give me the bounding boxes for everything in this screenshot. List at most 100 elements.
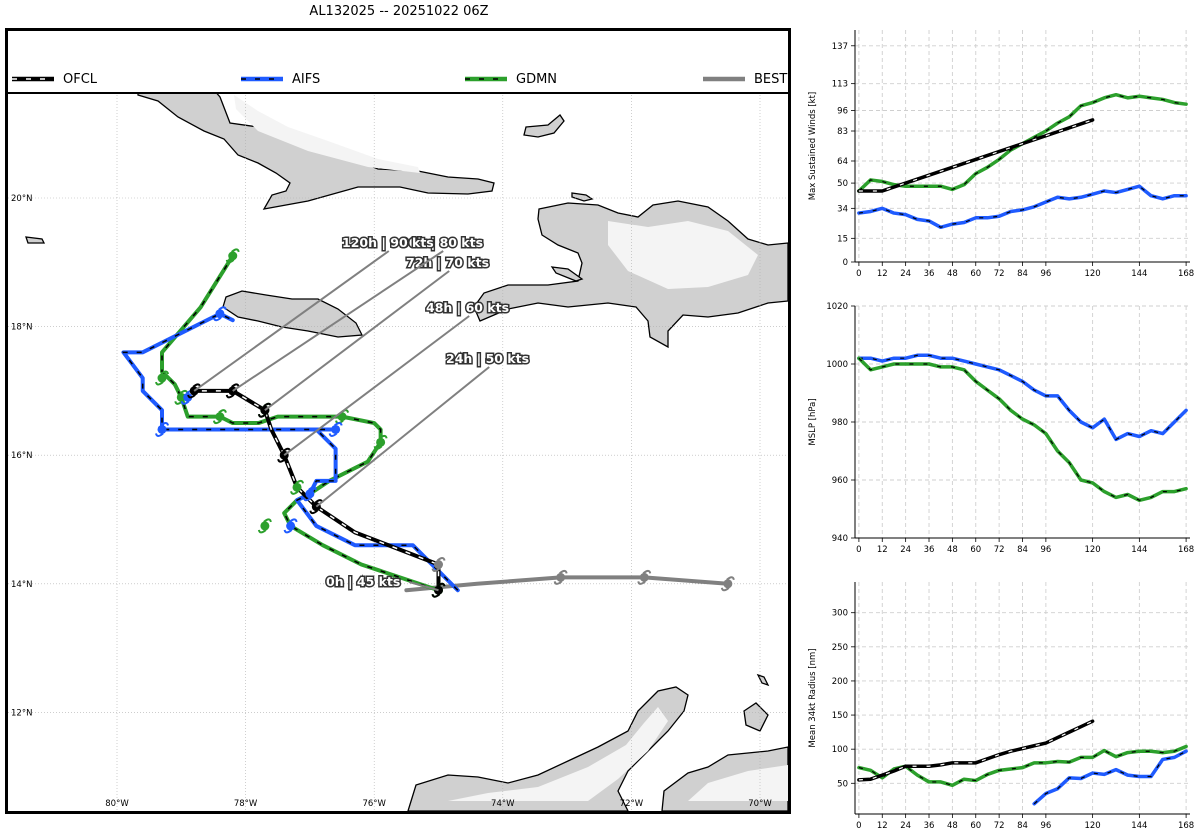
annotation-leader [232,250,444,392]
aifs-storm-marker-arm [212,316,222,322]
aifs-storm-marker-core [305,489,315,499]
x-tick-label: 168 [1178,545,1194,555]
x-tick-label: 60 [970,269,981,279]
x-tick-label: 120 [1084,269,1100,279]
aifs-storm-marker-core [157,424,167,434]
wind-chart: 0 12 24 36 48 60 72 84 96 120 144 168 0 15 34 50 64 83 96 1… [808,30,1194,279]
annotation-leader [264,270,450,411]
x-tick-label: 84 [1017,269,1028,279]
x-tick-label: 96 [1040,545,1051,555]
gdmn-storm-marker-arm [179,389,189,395]
gdmn-storm-marker-core [176,392,186,402]
land-navassa [25,236,46,244]
series-ofcl [857,719,1095,782]
x-tick-label: 48 [947,545,958,555]
gdmn-storm-marker-core [157,373,167,383]
gdmn-storm-marker-core [215,412,225,422]
y-tick-label: 1000 [826,360,848,370]
legend-label-best: BEST [754,71,788,87]
x-tick-label: 60 [970,545,981,555]
y-tick-label: 100 [832,745,848,755]
x-tick-label: 168 [1178,821,1194,831]
ofcl-storm-marker [431,582,446,598]
gdmn-storm-marker-arm [378,434,388,440]
ofcl-storm-marker-arm [187,394,196,399]
legend-line-gdmn [465,76,507,82]
y-axis-label: MSLP [hPa] [808,398,818,445]
legend-item-aifs: AIFS [240,67,320,91]
land-layer [25,88,788,811]
best-storm-marker [720,576,735,592]
best-storm-marker-core [639,572,649,582]
highland-2 [448,707,668,801]
lon-tick-label: 74°W [491,799,515,809]
y-tick-label: 96 [837,106,848,116]
radius-chart: 0 12 24 36 48 60 72 84 96 120 144 168 50 100 150 200 250… [808,582,1194,831]
aifs-storm-marker [302,486,317,502]
x-tick-label: 0 [856,821,861,831]
track-dash-ofcl [194,390,440,591]
best-storm-marker [637,569,652,585]
x-tick-label: 24 [900,269,911,279]
best-storm-marker-core [556,572,566,582]
x-tick-label: 0 [856,269,861,279]
best-storm-marker [431,557,446,572]
lon-tick-label: 78°W [234,799,258,809]
x-tick-label: 144 [1131,269,1147,279]
aifs-storm-marker-arm [155,432,164,437]
x-tick-label: 24 [900,821,911,831]
legend-item-ofcl: OFCL [11,67,97,91]
aifs-storm-marker-arm [308,486,317,491]
aifs-storm-marker [283,518,298,534]
legend-line-ofcl [12,76,54,82]
aifs-storm-marker-arm [328,432,338,437]
annotations: 0h | 45 kts 24h | 50 kts 48h | 60 kts 72h |… [193,234,531,592]
ofcl-storm-marker-arm [431,593,441,598]
lat-tick-label: 18°N [11,323,32,333]
best-storm-marker-arm [642,569,652,575]
x-tick-label: 48 [947,269,958,279]
x-tick-label: 48 [947,821,958,831]
y-tick-label: 300 [832,609,848,619]
annotation-label: 96h | 80 kts [400,235,483,250]
mslp-chart: 0 12 24 36 48 60 72 84 96 120 144 168 940 960 980 1000 1… [808,302,1194,555]
map-gridlines [8,92,788,811]
aifs-storm-marker-core [183,392,193,402]
gdmn-storm-marker [257,518,272,534]
gdmn-storm-marker [225,248,240,264]
y-tick-label: 960 [832,476,848,486]
track-aifs [121,311,460,593]
y-tick-label: 980 [832,418,848,428]
best-storm-marker-arm [431,567,441,572]
best-storm-marker-core [723,579,733,589]
gdmn-storm-marker-arm [225,259,235,264]
gdmn-storm-marker-arm [295,479,305,485]
ofcl-storm-marker-arm [257,413,267,418]
x-tick-label: 120 [1084,821,1100,831]
lat-tick-label: 12°N [11,708,32,718]
lat-tick-label: 16°N [11,451,32,461]
ofcl-storm-marker-arm [309,509,318,515]
gdmn-storm-marker [155,370,169,386]
gdmn-storm-marker-arm [231,248,240,253]
y-axis-label: Max Sustained Winds [kt] [808,92,818,200]
lon-tick-label: 76°W [362,799,386,809]
track-map: 80°W 78°W 76°W 74°W 72°W 70°W 20°N 18°N 16°N 14°N… [5,28,791,814]
x-tick-label: 120 [1084,545,1100,555]
x-tick-label: 36 [924,821,935,831]
y-axis-label: Mean 34kt Radius [nm] [808,648,818,747]
legend-item-best: BEST [702,67,787,91]
y-tick-label: 137 [832,42,848,52]
x-tick-label: 12 [877,545,888,555]
annotation-leader [315,366,490,508]
aifs-storm-marker [212,306,227,322]
gdmn-storm-marker-arm [373,445,383,450]
annotation-label: 24h | 50 kts [446,351,529,366]
series-dash-aifs [858,354,1187,441]
aifs-storm-marker-core [286,521,296,531]
gdmn-storm-marker-arm [218,409,227,414]
annotation-leader [408,581,439,592]
best-storm-marker-arm [726,576,735,581]
land-aruba-curacao [743,702,769,732]
highland-0 [234,95,420,173]
